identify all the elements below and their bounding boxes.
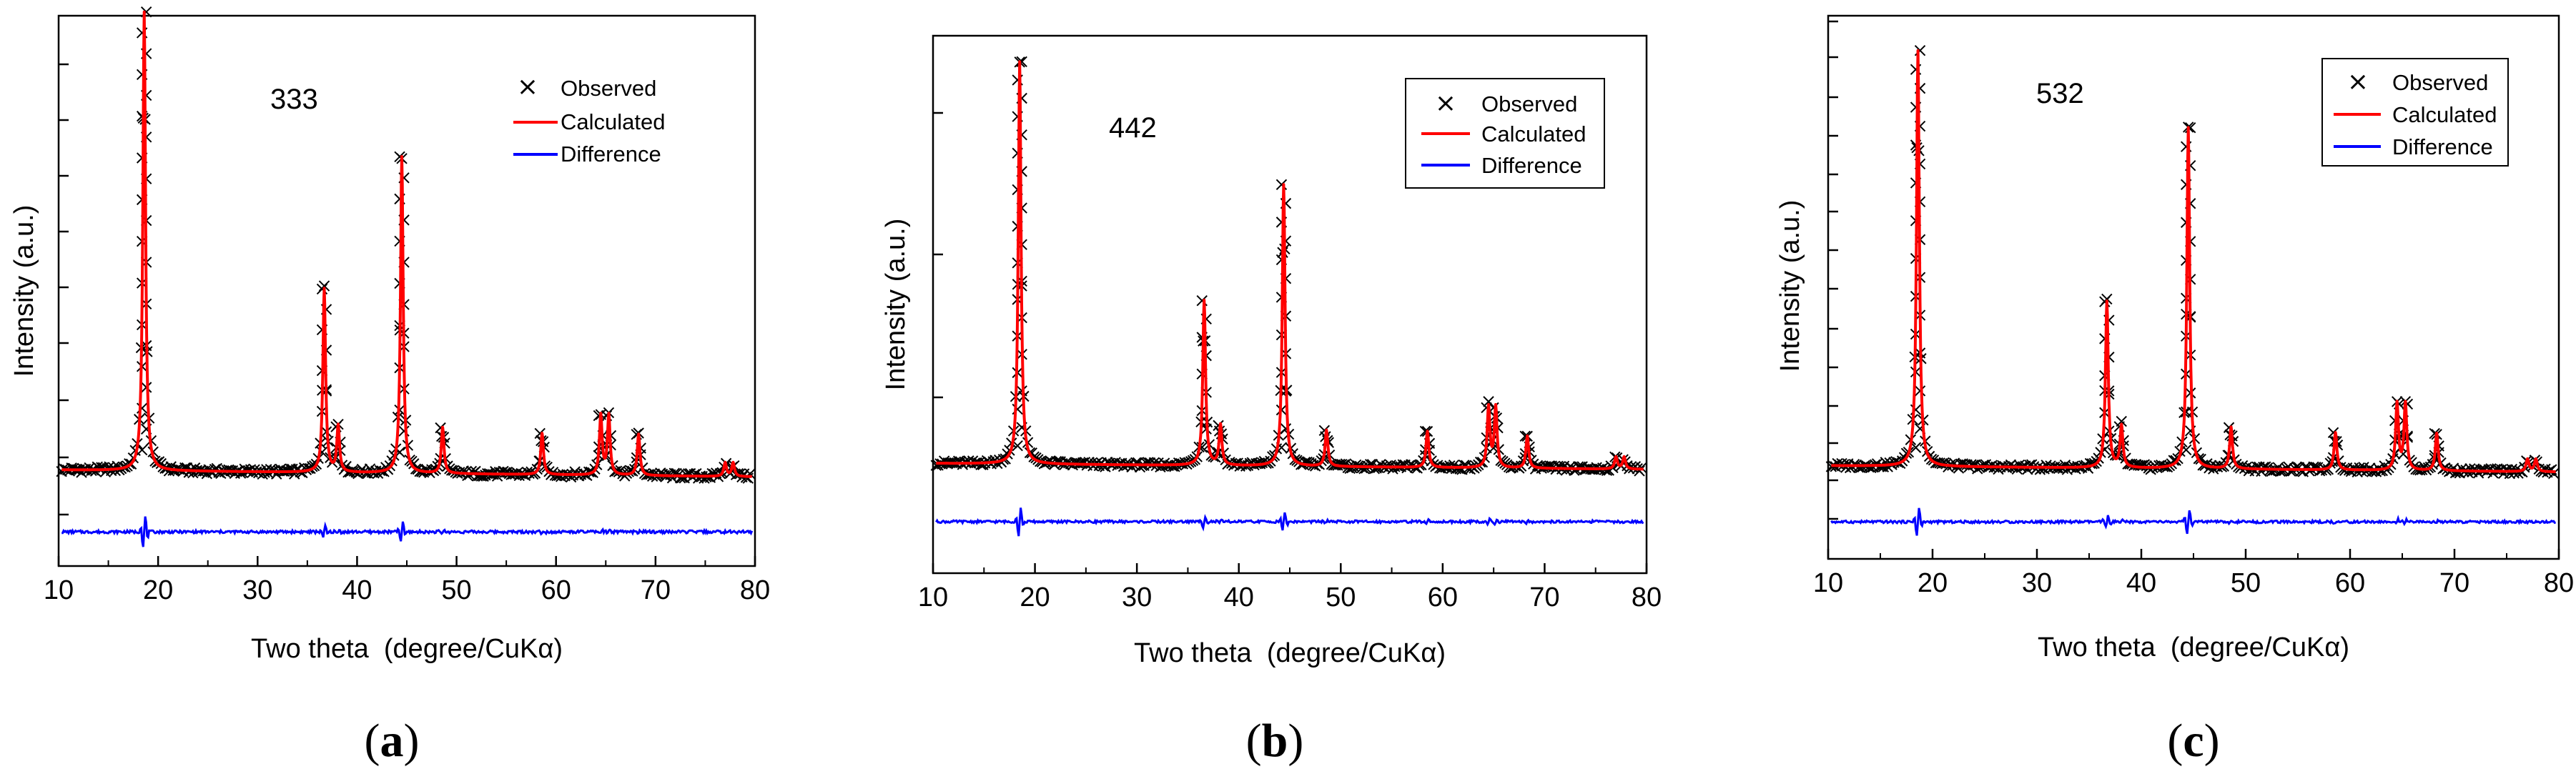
composition-annotation: 442 (1109, 112, 1157, 144)
x-tick-label: 40 (2126, 568, 2156, 598)
x-tick-label: 80 (2544, 568, 2574, 598)
legend-observed-marker: × (517, 72, 538, 101)
calculated-line (60, 10, 754, 478)
observed-point (1965, 459, 1977, 470)
observed-point (1910, 442, 1922, 453)
x-tick-label: 30 (242, 575, 272, 605)
plot-series (1825, 45, 2560, 536)
x-tick-label: 60 (2335, 568, 2365, 598)
observed-point (1167, 460, 1178, 472)
x-tick-label: 40 (342, 575, 372, 605)
x-tick-label: 20 (143, 575, 173, 605)
calculated-line (935, 60, 1644, 471)
legend-observed-marker: × (1435, 89, 1456, 118)
observed-point (1825, 461, 1837, 472)
x-tick-label: 10 (918, 582, 948, 612)
composition-annotation: 532 (2036, 78, 2084, 109)
legend-difference-label: Difference (1481, 153, 1582, 178)
legend-calculated-label: Calculated (561, 109, 665, 134)
panel-a: Intensity (a.u.) Two theta (degree/CuKα)… (9, 6, 770, 767)
y-ticks (1828, 20, 1838, 520)
x-ticks: 10 20 30 40 50 60 70 80 (44, 556, 770, 605)
x-tick-label: 40 (1224, 582, 1254, 612)
legend-observed-label: Observed (2392, 70, 2488, 95)
observed-point (1350, 459, 1362, 471)
legend-difference-label: Difference (561, 142, 661, 167)
x-tick-label: 60 (1428, 582, 1458, 612)
panel-label-letter: a (380, 715, 404, 767)
legend: × Observed Calculated Difference (513, 72, 665, 167)
y-ticks (933, 111, 943, 399)
legend: × Observed Calculated Difference (1405, 78, 1605, 189)
composition-annotation: 333 (270, 84, 318, 115)
x-tick-label: 50 (1326, 582, 1356, 612)
legend-observed-marker: × (2347, 67, 2369, 96)
x-tick-label: 30 (1122, 582, 1152, 612)
panel-label-letter: b (1262, 715, 1288, 767)
observed-point (1091, 457, 1103, 468)
x-tick-label: 50 (441, 575, 471, 605)
x-axis-label: Two theta (degree/CuKα) (1134, 638, 1446, 668)
x-tick-label: 80 (740, 575, 770, 605)
panel-label: (c) (2167, 715, 2219, 767)
legend-calculated-label: Calculated (1481, 121, 1586, 147)
x-tick-label: 10 (1813, 568, 1843, 598)
x-tick-label: 10 (44, 575, 74, 605)
y-ticks (59, 63, 69, 516)
x-tick-label: 20 (1020, 582, 1050, 612)
panel-label-letter: c (2183, 715, 2204, 767)
legend-difference-label: Difference (2392, 134, 2493, 159)
x-tick-label: 70 (1529, 582, 1559, 612)
plot-series (56, 6, 756, 547)
legend-observed-label: Observed (561, 76, 656, 101)
x-ticks: 10 20 30 40 50 60 70 80 (1813, 549, 2574, 598)
x-axis-label: Two theta (degree/CuKα) (2038, 632, 2349, 663)
difference-line (935, 507, 1644, 537)
x-axis-label: Two theta (degree/CuKα) (251, 634, 563, 664)
difference-line (61, 516, 754, 547)
x-tick-label: 60 (541, 575, 571, 605)
panel-c: Intensity (a.u.) Two theta (degree/CuKα)… (1775, 14, 2574, 767)
observed-point (1914, 385, 1926, 397)
panel-label: (b) (1246, 715, 1304, 767)
panel-label: (a) (365, 715, 420, 767)
panel-b: Intensity (a.u.) Two theta (degree/CuKα)… (881, 34, 1662, 767)
difference-line (1830, 507, 2556, 536)
x-tick-label: 30 (2022, 568, 2052, 598)
y-axis-label: Intensity (a.u.) (881, 219, 911, 391)
observed-point (1012, 440, 1023, 452)
x-tick-label: 20 (1918, 568, 1948, 598)
legend-observed-label: Observed (1481, 91, 1577, 116)
legend-calculated-label: Calculated (2392, 102, 2497, 127)
x-ticks: 10 20 30 40 50 60 70 80 (918, 563, 1662, 612)
calculated-line (1830, 49, 2557, 474)
observed-point (1863, 461, 1875, 473)
observed-point (1483, 396, 1494, 407)
x-tick-label: 50 (2231, 568, 2261, 598)
observed-point (136, 402, 148, 414)
plot-series (930, 56, 1647, 537)
y-axis-label: Intensity (a.u.) (9, 205, 39, 377)
x-tick-label: 70 (641, 575, 671, 605)
x-tick-label: 70 (2439, 568, 2469, 598)
legend: × Observed Calculated Difference (2321, 58, 2509, 167)
x-tick-label: 80 (1632, 582, 1662, 612)
y-axis-label: Intensity (a.u.) (1775, 200, 1805, 372)
